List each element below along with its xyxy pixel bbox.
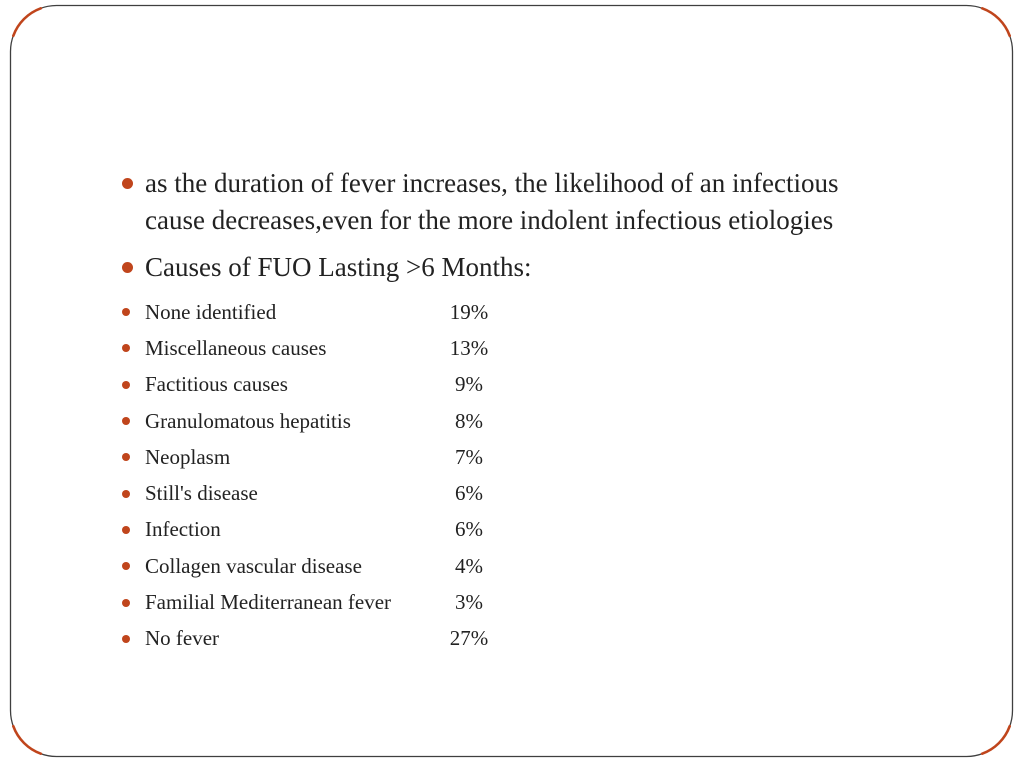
cause-percent: 3% (455, 590, 483, 615)
intro-bullet-item: Causes of FUO Lasting >6 Months: (122, 249, 994, 286)
bullet-icon (122, 598, 130, 607)
corner-accent-top-right-icon (980, 7, 1011, 38)
intro-bullet-item: as the duration of fever increases, the … (122, 165, 994, 239)
cause-label: Familial Mediterranean fever (145, 590, 392, 615)
intro-bullet-text: as the duration of fever increases, the … (145, 168, 839, 235)
cause-row: Infection 6% (122, 512, 994, 548)
cause-row: Factitious causes 9% (122, 367, 994, 403)
cause-label: Still's disease (145, 481, 258, 506)
cause-row: Collagen vascular disease 4% (122, 548, 994, 584)
corner-accent-bottom-right-icon (980, 724, 1011, 755)
bullet-icon (122, 525, 130, 534)
cause-percent: 27% (449, 626, 489, 651)
causes-list: None identified 19% Miscellaneous causes… (122, 294, 994, 657)
bullet-icon (122, 178, 133, 189)
corner-accent-top-left-icon (12, 7, 43, 38)
slide-body-text: as the duration of fever increases, the … (122, 165, 994, 657)
cause-percent: 8% (455, 408, 483, 433)
section-heading: Causes of FUO Lasting >6 Months: (145, 252, 532, 282)
cause-label: Neoplasm (145, 444, 231, 469)
cause-percent: 9% (455, 372, 483, 397)
bullet-icon (122, 344, 130, 353)
bullet-icon (122, 262, 133, 273)
cause-label: Granulomatous hepatitis (145, 408, 351, 433)
bullet-icon (122, 489, 130, 498)
cause-label: Factitious causes (145, 372, 288, 397)
cause-percent: 13% (449, 335, 489, 360)
cause-row: Familial Mediterranean fever 3% (122, 584, 994, 620)
cause-percent: 6% (455, 517, 483, 542)
cause-percent: 7% (455, 444, 483, 469)
cause-percent: 4% (455, 553, 483, 578)
bullet-icon (122, 380, 130, 389)
cause-row: Still's disease 6% (122, 475, 994, 511)
cause-label: No fever (145, 626, 220, 651)
intro-bullet-list: as the duration of fever increases, the … (122, 165, 994, 286)
cause-label: Infection (145, 517, 221, 542)
bullet-icon (122, 417, 130, 426)
corner-accent-bottom-left-icon (12, 724, 43, 755)
bullet-icon (122, 308, 130, 317)
cause-row: Granulomatous hepatitis 8% (122, 403, 994, 439)
cause-row: No fever 27% (122, 621, 994, 657)
bullet-icon (122, 453, 130, 462)
cause-row: Miscellaneous causes 13% (122, 330, 994, 366)
cause-label: Collagen vascular disease (145, 553, 362, 578)
cause-row: Neoplasm 7% (122, 439, 994, 475)
bullet-icon (122, 562, 130, 571)
cause-percent: 19% (449, 299, 489, 324)
cause-label: None identified (145, 299, 277, 324)
cause-percent: 6% (455, 481, 483, 506)
cause-label: Miscellaneous causes (145, 335, 327, 360)
cause-row: None identified 19% (122, 294, 994, 330)
bullet-icon (122, 634, 130, 643)
